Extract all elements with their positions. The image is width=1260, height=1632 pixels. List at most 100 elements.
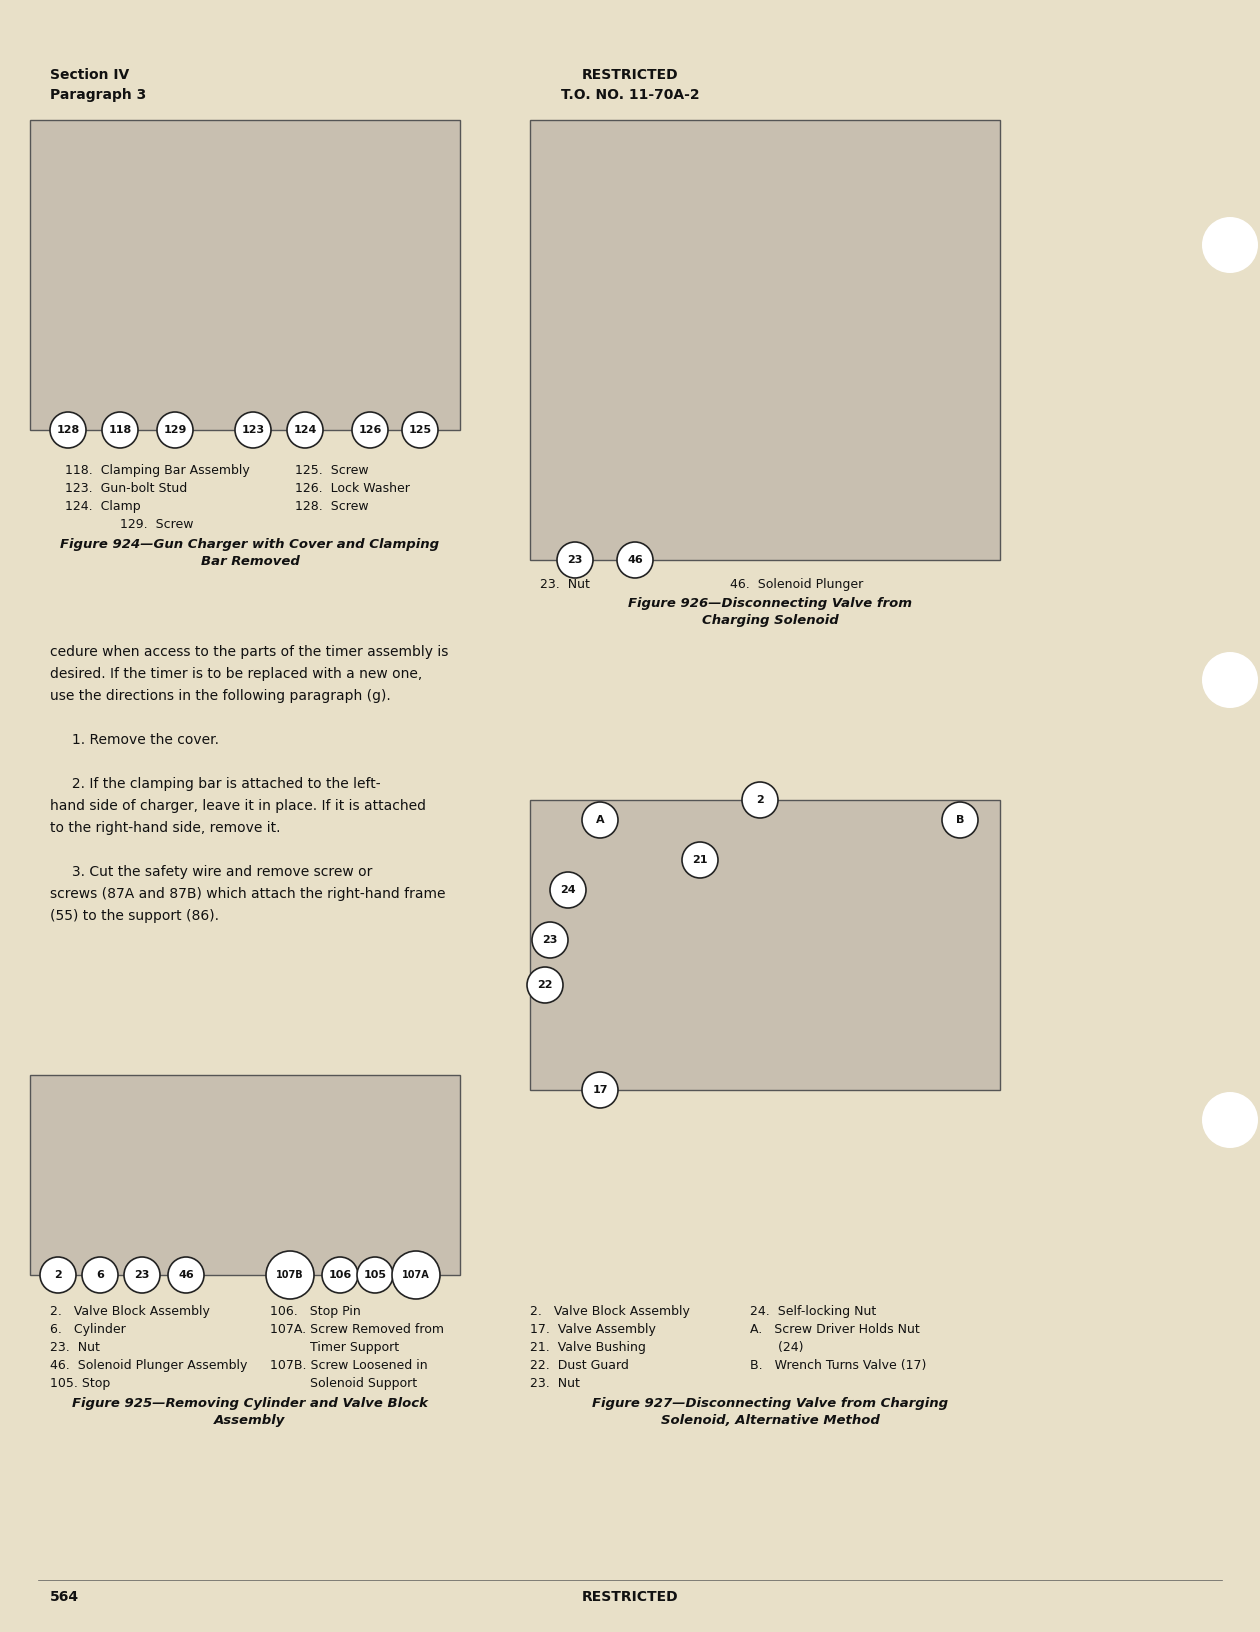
Text: RESTRICTED: RESTRICTED: [582, 1590, 678, 1604]
Text: hand side of charger, leave it in place. If it is attached: hand side of charger, leave it in place.…: [50, 800, 426, 813]
Bar: [30, 121, 460, 429]
Text: Timer Support: Timer Support: [270, 1342, 399, 1355]
Text: 46.  Solenoid Plunger: 46. Solenoid Plunger: [730, 578, 863, 591]
Circle shape: [50, 411, 86, 449]
Text: 128: 128: [57, 424, 79, 436]
Text: Solenoid Support: Solenoid Support: [270, 1377, 417, 1390]
Text: Solenoid, Alternative Method: Solenoid, Alternative Method: [660, 1413, 879, 1426]
Text: 46.  Solenoid Plunger Assembly: 46. Solenoid Plunger Assembly: [50, 1359, 247, 1373]
Text: 2.   Valve Block Assembly: 2. Valve Block Assembly: [530, 1306, 690, 1319]
Text: to the right-hand side, remove it.: to the right-hand side, remove it.: [50, 821, 281, 836]
Text: 105. Stop: 105. Stop: [50, 1377, 111, 1390]
Circle shape: [123, 1257, 160, 1293]
Text: T.O. NO. 11-70A-2: T.O. NO. 11-70A-2: [561, 88, 699, 101]
Text: 21: 21: [692, 855, 708, 865]
Text: (24): (24): [750, 1342, 804, 1355]
Circle shape: [742, 782, 777, 818]
Text: 23: 23: [542, 935, 558, 945]
Circle shape: [557, 542, 593, 578]
Text: 17: 17: [592, 1085, 607, 1095]
Text: 564: 564: [50, 1590, 79, 1604]
Text: 6.   Cylinder: 6. Cylinder: [50, 1324, 126, 1337]
Text: 123: 123: [242, 424, 265, 436]
Text: 23.  Nut: 23. Nut: [50, 1342, 100, 1355]
Text: (55) to the support (86).: (55) to the support (86).: [50, 909, 219, 924]
Circle shape: [402, 411, 438, 449]
Text: 129: 129: [164, 424, 186, 436]
Text: 118.  Clamping Bar Assembly: 118. Clamping Bar Assembly: [66, 463, 249, 477]
Text: use the directions in the following paragraph (g).: use the directions in the following para…: [50, 689, 391, 703]
Text: 23.  Nut: 23. Nut: [541, 578, 590, 591]
Circle shape: [392, 1252, 440, 1299]
Bar: [530, 800, 1000, 1090]
Circle shape: [323, 1257, 358, 1293]
Circle shape: [1202, 217, 1257, 273]
Text: 1. Remove the cover.: 1. Remove the cover.: [50, 733, 219, 747]
Text: 23.  Nut: 23. Nut: [530, 1377, 580, 1390]
Text: A: A: [596, 814, 605, 826]
Text: screws (87A and 87B) which attach the right-hand frame: screws (87A and 87B) which attach the ri…: [50, 888, 446, 901]
Text: desired. If the timer is to be replaced with a new one,: desired. If the timer is to be replaced …: [50, 667, 422, 681]
Circle shape: [582, 1072, 617, 1108]
Text: 23: 23: [567, 555, 582, 565]
Text: 107B: 107B: [276, 1270, 304, 1279]
Text: 17.  Valve Assembly: 17. Valve Assembly: [530, 1324, 656, 1337]
Circle shape: [357, 1257, 393, 1293]
Text: Section IV: Section IV: [50, 69, 130, 82]
Text: cedure when access to the parts of the timer assembly is: cedure when access to the parts of the t…: [50, 645, 449, 659]
Text: 2: 2: [54, 1270, 62, 1279]
Text: A.   Screw Driver Holds Nut: A. Screw Driver Holds Nut: [750, 1324, 920, 1337]
Text: 2: 2: [756, 795, 764, 805]
Text: 124.  Clamp: 124. Clamp: [66, 499, 141, 512]
Circle shape: [532, 922, 568, 958]
Text: Figure 925—Removing Cylinder and Valve Block: Figure 925—Removing Cylinder and Valve B…: [72, 1397, 428, 1410]
Text: 118: 118: [108, 424, 131, 436]
Text: 126: 126: [358, 424, 382, 436]
Bar: [30, 1075, 460, 1275]
Circle shape: [158, 411, 193, 449]
Text: 22: 22: [537, 979, 553, 991]
Text: 107A: 107A: [402, 1270, 430, 1279]
Text: 128.  Screw: 128. Screw: [295, 499, 369, 512]
Text: Figure 926—Disconnecting Valve from: Figure 926—Disconnecting Valve from: [627, 597, 912, 610]
Circle shape: [617, 542, 653, 578]
Circle shape: [942, 801, 978, 837]
Text: 126.  Lock Washer: 126. Lock Washer: [295, 481, 410, 494]
Text: 107A. Screw Removed from: 107A. Screw Removed from: [270, 1324, 444, 1337]
Text: 46: 46: [627, 555, 643, 565]
Circle shape: [287, 411, 323, 449]
Text: 24.  Self-locking Nut: 24. Self-locking Nut: [750, 1306, 876, 1319]
Text: Bar Removed: Bar Removed: [200, 555, 300, 568]
Text: RESTRICTED: RESTRICTED: [582, 69, 678, 82]
Circle shape: [168, 1257, 204, 1293]
Text: 6: 6: [96, 1270, 103, 1279]
Text: 23: 23: [135, 1270, 150, 1279]
Text: 106.   Stop Pin: 106. Stop Pin: [270, 1306, 360, 1319]
Text: 123.  Gun-bolt Stud: 123. Gun-bolt Stud: [66, 481, 188, 494]
Circle shape: [82, 1257, 118, 1293]
Text: 22.  Dust Guard: 22. Dust Guard: [530, 1359, 629, 1373]
Text: B: B: [956, 814, 964, 826]
Circle shape: [236, 411, 271, 449]
Text: 24: 24: [561, 885, 576, 894]
Circle shape: [352, 411, 388, 449]
Bar: [530, 121, 1000, 560]
Circle shape: [551, 871, 586, 907]
Circle shape: [40, 1257, 76, 1293]
Text: B.   Wrench Turns Valve (17): B. Wrench Turns Valve (17): [750, 1359, 926, 1373]
Circle shape: [102, 411, 139, 449]
Text: 2.   Valve Block Assembly: 2. Valve Block Assembly: [50, 1306, 210, 1319]
Text: Charging Solenoid: Charging Solenoid: [702, 614, 838, 627]
Text: 21.  Valve Bushing: 21. Valve Bushing: [530, 1342, 646, 1355]
Text: 129.  Screw: 129. Screw: [120, 517, 194, 530]
Text: 46: 46: [178, 1270, 194, 1279]
Text: 106: 106: [329, 1270, 352, 1279]
Text: Figure 924—Gun Charger with Cover and Clamping: Figure 924—Gun Charger with Cover and Cl…: [60, 539, 440, 552]
Text: 125.  Screw: 125. Screw: [295, 463, 369, 477]
Text: 2. If the clamping bar is attached to the left-: 2. If the clamping bar is attached to th…: [50, 777, 381, 792]
Text: 3. Cut the safety wire and remove screw or: 3. Cut the safety wire and remove screw …: [50, 865, 373, 880]
Circle shape: [266, 1252, 314, 1299]
Text: 125: 125: [408, 424, 432, 436]
Text: 107B. Screw Loosened in: 107B. Screw Loosened in: [270, 1359, 427, 1373]
Text: Assembly: Assembly: [214, 1413, 286, 1426]
